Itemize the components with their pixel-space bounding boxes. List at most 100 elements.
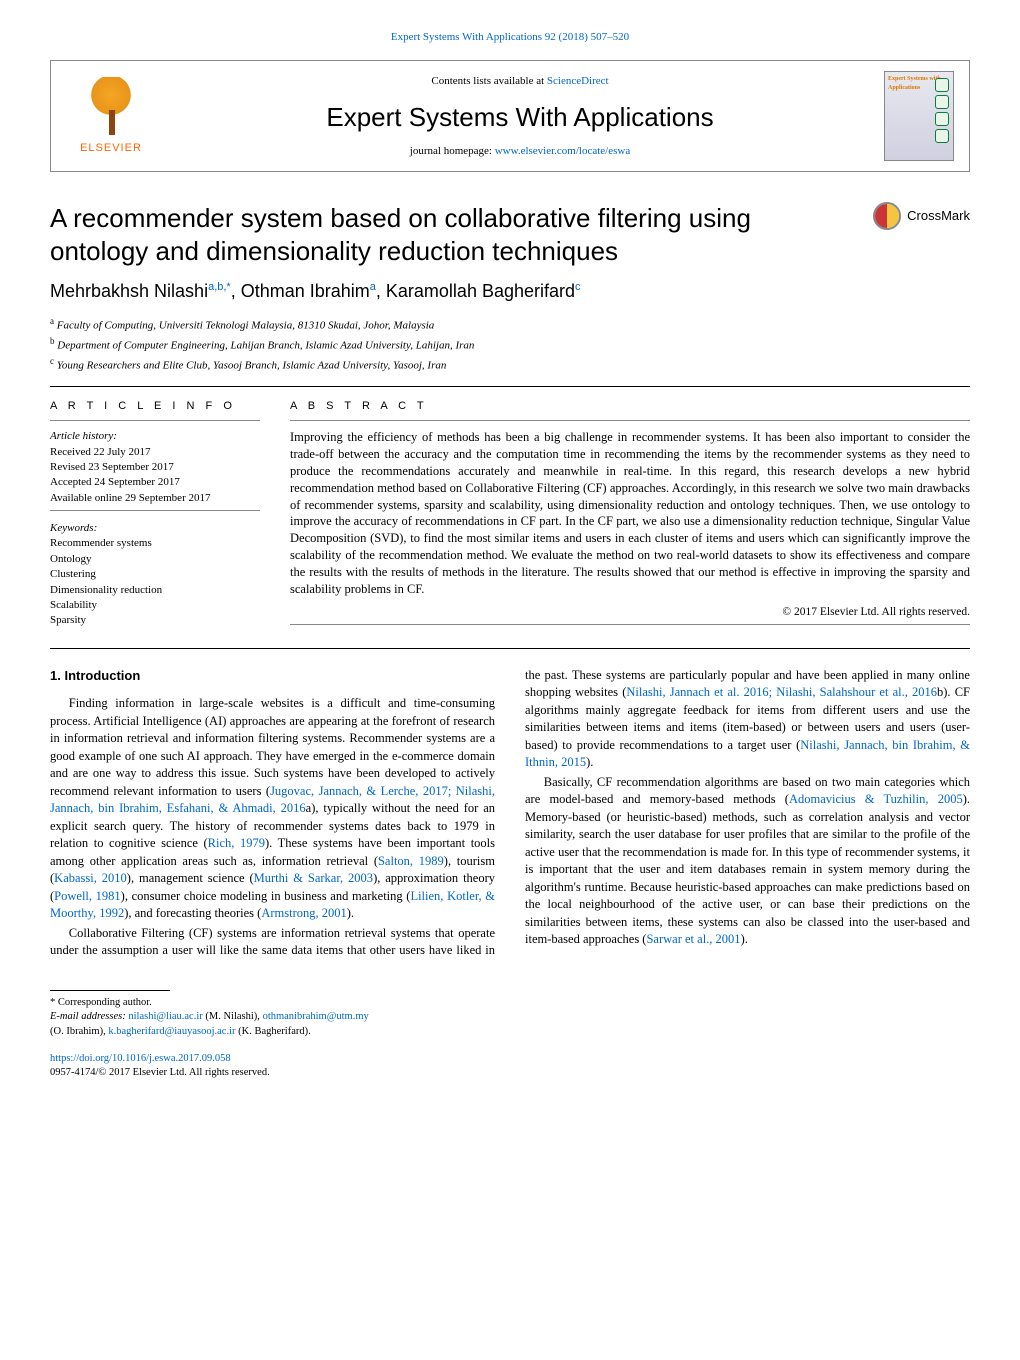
abstract-text: Improving the efficiency of methods has … xyxy=(290,429,970,598)
citation-link[interactable]: Powell, 1981 xyxy=(54,889,120,903)
author-3: , Karamollah Bagherifard xyxy=(376,281,575,301)
elsevier-wordmark: ELSEVIER xyxy=(80,141,142,156)
thin-rule xyxy=(50,420,260,421)
citation-link[interactable]: Rich, 1979 xyxy=(208,836,265,850)
keywords-label: Keywords: xyxy=(50,521,260,536)
email-link[interactable]: k.bagherifard@iauyasooj.ac.ir xyxy=(108,1026,235,1037)
contents-prefix: Contents lists available at xyxy=(431,75,546,87)
crossmark-badge[interactable]: CrossMark xyxy=(873,202,970,230)
article-info-heading: A R T I C L E I N F O xyxy=(50,399,260,414)
thin-rule xyxy=(290,420,970,421)
affil-sup: c xyxy=(50,356,54,366)
corresponding-author: * Corresponding author. xyxy=(50,996,970,1011)
homepage-line: journal homepage: www.elsevier.com/locat… xyxy=(156,144,884,159)
email-line: E-mail addresses: nilashi@liau.ac.ir (M.… xyxy=(50,1010,970,1039)
keyword: Dimensionality reduction xyxy=(50,583,260,598)
keyword: Sparsity xyxy=(50,613,260,628)
email-label: E-mail addresses: xyxy=(50,1011,128,1022)
affil-sup: b xyxy=(50,336,55,346)
sciencedirect-link[interactable]: ScienceDirect xyxy=(547,75,609,87)
keyword: Ontology xyxy=(50,552,260,567)
doi-link[interactable]: https://doi.org/10.1016/j.eswa.2017.09.0… xyxy=(50,1053,231,1064)
keyword: Clustering xyxy=(50,567,260,582)
history-label: Article history: xyxy=(50,429,260,444)
copyright-line: © 2017 Elsevier Ltd. All rights reserved… xyxy=(290,604,970,620)
affil-text: Faculty of Computing, Universiti Teknolo… xyxy=(57,319,435,331)
abstract-heading: A B S T R A C T xyxy=(290,399,970,414)
article-title: A recommender system based on collaborat… xyxy=(50,202,873,267)
citation-link[interactable]: Murthi & Sarkar, 2003 xyxy=(254,871,373,885)
text: ), consumer choice modeling in business … xyxy=(121,889,411,903)
affiliation-c: c Young Researchers and Elite Club, Yaso… xyxy=(50,355,970,374)
affil-text: Young Researchers and Elite Club, Yasooj… xyxy=(57,359,447,371)
article-info-column: A R T I C L E I N F O Article history: R… xyxy=(50,399,260,633)
citation-link[interactable]: Kabassi, 2010 xyxy=(54,871,127,885)
text: ). Memory-based (or heuristic-based) met… xyxy=(525,792,970,946)
keyword: Scalability xyxy=(50,598,260,613)
text: ). xyxy=(347,906,354,920)
author-2: , Othman Ibrahim xyxy=(231,281,370,301)
affil-sup: a xyxy=(50,316,54,326)
journal-header-box: ELSEVIER Contents lists available at Sci… xyxy=(50,60,970,172)
journal-title: Expert Systems With Applications xyxy=(156,99,884,135)
text: ). xyxy=(586,755,593,769)
author-1: Mehrbakhsh Nilashi xyxy=(50,281,208,301)
citation-link[interactable]: Armstrong, 2001 xyxy=(261,906,346,920)
affiliations: a Faculty of Computing, Universiti Tekno… xyxy=(50,315,970,374)
journal-cover-thumbnail: Expert Systems with Applications xyxy=(884,71,954,161)
homepage-prefix: journal homepage: xyxy=(410,145,495,157)
corresponding-footer: * Corresponding author. E-mail addresses… xyxy=(50,990,970,1040)
thin-rule xyxy=(290,624,970,625)
citation-header: Expert Systems With Applications 92 (201… xyxy=(50,30,970,45)
citation-link[interactable]: Nilashi, Jannach et al. 2016; Nilashi, S… xyxy=(626,685,937,699)
author-1-sup[interactable]: a,b,* xyxy=(208,281,231,293)
separator xyxy=(50,386,970,387)
cover-badge-icon xyxy=(935,95,949,109)
citation-link[interactable]: Salton, 1989 xyxy=(378,854,444,868)
contents-line: Contents lists available at ScienceDirec… xyxy=(156,74,884,89)
history-item: Available online 29 September 2017 xyxy=(50,491,260,506)
history-item: Received 22 July 2017 xyxy=(50,445,260,460)
citation-link[interactable]: Expert Systems With Applications 92 (201… xyxy=(391,31,629,43)
elsevier-tree-icon xyxy=(86,77,136,137)
email-link[interactable]: nilashi@liau.ac.ir xyxy=(128,1011,202,1022)
text: Finding information in large-scale websi… xyxy=(50,696,495,798)
cover-badges xyxy=(935,78,949,143)
separator xyxy=(50,648,970,649)
affil-text: Department of Computer Engineering, Lahi… xyxy=(57,339,474,351)
homepage-link[interactable]: www.elsevier.com/locate/eswa xyxy=(495,145,631,157)
cover-badge-icon xyxy=(935,112,949,126)
crossmark-icon xyxy=(873,202,901,230)
email-name: (O. Ibrahim), xyxy=(50,1026,108,1037)
history-item: Revised 23 September 2017 xyxy=(50,460,260,475)
text: ), management science ( xyxy=(127,871,254,885)
crossmark-label: CrossMark xyxy=(907,208,970,224)
author-3-sup[interactable]: c xyxy=(575,281,581,293)
article-title-row: A recommender system based on collaborat… xyxy=(50,202,970,267)
keyword: Recommender systems xyxy=(50,536,260,551)
intro-para-3: Basically, CF recommendation algorithms … xyxy=(525,774,970,949)
cover-badge-icon xyxy=(935,78,949,92)
history-item: Accepted 24 September 2017 xyxy=(50,475,260,490)
email-name: (M. Nilashi), xyxy=(203,1011,263,1022)
cover-badge-icon xyxy=(935,129,949,143)
section-heading-intro: 1. Introduction xyxy=(50,667,495,685)
body-two-column: 1. Introduction Finding information in l… xyxy=(50,667,970,960)
email-name: (K. Bagherifard). xyxy=(236,1026,311,1037)
email-link[interactable]: othmanibrahim@utm.my xyxy=(263,1011,369,1022)
text: ), and forecasting theories ( xyxy=(124,906,261,920)
affiliation-b: b Department of Computer Engineering, La… xyxy=(50,335,970,354)
text: ). xyxy=(741,932,748,946)
abstract-column: A B S T R A C T Improving the efficiency… xyxy=(290,399,970,633)
header-center: Contents lists available at ScienceDirec… xyxy=(156,74,884,159)
thin-rule xyxy=(50,510,260,511)
citation-link[interactable]: Adomavicius & Tuzhilin, 2005 xyxy=(789,792,963,806)
elsevier-logo: ELSEVIER xyxy=(66,71,156,161)
info-abstract-row: A R T I C L E I N F O Article history: R… xyxy=(50,399,970,633)
doi-block: https://doi.org/10.1016/j.eswa.2017.09.0… xyxy=(50,1052,970,1081)
affiliation-a: a Faculty of Computing, Universiti Tekno… xyxy=(50,315,970,334)
intro-para-1: Finding information in large-scale websi… xyxy=(50,695,495,923)
issn-copyright: 0957-4174/© 2017 Elsevier Ltd. All right… xyxy=(50,1066,970,1081)
citation-link[interactable]: Sarwar et al., 2001 xyxy=(646,932,740,946)
authors-line: Mehrbakhsh Nilashia,b,*, Othman Ibrahima… xyxy=(50,279,970,304)
